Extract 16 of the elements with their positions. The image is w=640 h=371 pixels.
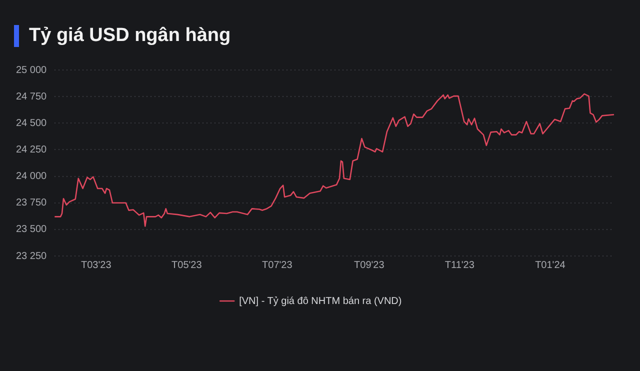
- chart-title: Tỷ giá USD ngân hàng: [29, 25, 231, 47]
- x-tick-label: T05'23: [172, 260, 202, 271]
- y-tick-label: 24 750: [16, 91, 48, 102]
- x-tick-label: T09'23: [354, 260, 385, 271]
- x-tick-label: T11'23: [444, 260, 475, 271]
- y-tick-label: 23 750: [16, 198, 48, 209]
- y-tick-label: 23 250: [16, 250, 48, 262]
- y-tick-label: 23 500: [16, 224, 48, 236]
- legend-label: [VN] - Tỷ giá đô NHTM bán ra (VND): [239, 296, 402, 307]
- y-tick-label: 25 000: [16, 64, 48, 76]
- y-tick-label: 24 250: [16, 144, 48, 156]
- x-tick-label: T01'24: [535, 260, 566, 271]
- x-tick-label: T03'23: [81, 260, 112, 271]
- y-tick-label: 24 500: [16, 118, 48, 129]
- y-tick-label: 24 000: [16, 171, 48, 182]
- x-tick-label: T07'23: [262, 260, 293, 271]
